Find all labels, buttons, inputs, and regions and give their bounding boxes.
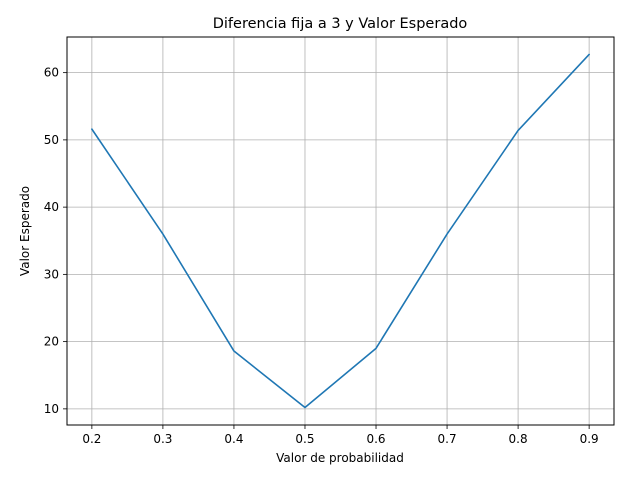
y-axis-label: Valor Esperado: [18, 186, 32, 276]
y-tick-label: 10: [44, 402, 59, 416]
plot-frame: [66, 36, 615, 426]
x-axis: 0.2 0.3 0.4 0.5 0.6 0.7 0.8 0.9: [82, 425, 599, 446]
x-tick-label: 0.4: [224, 432, 243, 446]
x-tick-label: 0.9: [580, 432, 599, 446]
x-tick-label: 0.5: [295, 432, 314, 446]
plot-area: [91, 53, 590, 409]
x-tick-label: 0.8: [509, 432, 528, 446]
y-tick-label: 30: [44, 267, 59, 281]
x-tick-label: 0.7: [438, 432, 457, 446]
y-tick-label: 20: [44, 335, 59, 349]
grid-lines: [67, 37, 614, 425]
y-tick-label: 40: [44, 200, 59, 214]
y-tick-label: 50: [44, 133, 59, 147]
x-axis-label: Valor de probabilidad: [276, 451, 404, 465]
series-line: [91, 53, 590, 409]
x-tick-label: 0.6: [366, 432, 385, 446]
x-tick-label: 0.3: [153, 432, 172, 446]
y-tick-label: 60: [44, 66, 59, 80]
chart-title: Diferencia fija a 3 y Valor Esperado: [213, 16, 468, 32]
y-axis: 10 20 30 40 50 60: [44, 66, 67, 416]
x-tick-label: 0.2: [82, 432, 101, 446]
